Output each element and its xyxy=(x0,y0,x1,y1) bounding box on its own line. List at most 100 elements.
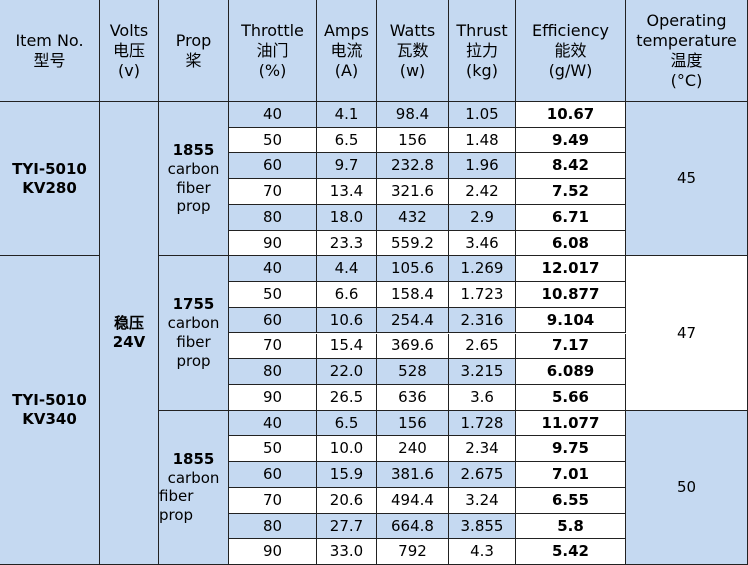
data-cell: 70 xyxy=(229,333,317,360)
cell-text: 油门 xyxy=(256,40,289,60)
data-cell: 381.6 xyxy=(377,462,449,488)
cell-text: 156 xyxy=(398,130,427,149)
efficiency-cell: 10.877 xyxy=(516,282,626,308)
data-cell: 369.6 xyxy=(377,333,449,360)
cell-text: 桨 xyxy=(185,50,202,70)
cell-text: 45 xyxy=(676,169,697,188)
cell-text: prop xyxy=(176,197,211,216)
cell-text: 1.48 xyxy=(465,130,499,149)
cell-text: fiber xyxy=(176,332,211,351)
data-cell: 1.728 xyxy=(449,410,516,437)
cell-text: Throttle xyxy=(241,20,304,40)
cell-text: 2.42 xyxy=(465,182,499,201)
data-cell: 90 xyxy=(229,384,317,411)
data-cell: 1.269 xyxy=(449,256,516,283)
efficiency-cell: 11.077 xyxy=(516,410,626,437)
cell-text: 1855 xyxy=(172,449,215,468)
cell-text: 40 xyxy=(262,413,283,432)
data-cell: 4.1 xyxy=(317,102,377,128)
cell-text: 5.66 xyxy=(551,387,589,406)
efficiency-cell: 7.01 xyxy=(516,462,626,488)
cell-text: 电压 xyxy=(112,40,145,60)
efficiency-cell: 5.42 xyxy=(516,539,626,565)
data-cell: 22.0 xyxy=(317,359,377,385)
cell-text: 636 xyxy=(398,387,427,406)
data-cell: 3.855 xyxy=(449,513,516,540)
cell-text: 50 xyxy=(262,285,283,304)
cell-text: 6.08 xyxy=(551,233,589,252)
cell-text: 254.4 xyxy=(391,310,434,329)
data-cell: 90 xyxy=(229,539,317,565)
cell-text: 瓦数 xyxy=(396,40,429,60)
cell-text: 6.5 xyxy=(334,130,359,149)
header-cell: Item No. 型号 xyxy=(0,0,100,102)
data-cell: 10.6 xyxy=(317,307,377,334)
cell-text: 7.52 xyxy=(551,182,589,201)
cell-text: 60 xyxy=(262,465,283,484)
cell-text: 90 xyxy=(262,542,283,561)
cell-text: prop xyxy=(176,351,211,370)
data-cell: 6.5 xyxy=(317,127,377,154)
cell-text: 9.75 xyxy=(551,439,589,458)
cell-text: 50 xyxy=(676,477,697,496)
cell-text: 2.9 xyxy=(470,207,494,226)
data-cell: 10.0 xyxy=(317,436,377,463)
cell-text: 70 xyxy=(262,336,283,355)
data-cell: 80 xyxy=(229,204,317,231)
cell-text: 6.6 xyxy=(334,285,359,304)
temp-cell: 47 xyxy=(626,256,748,411)
cell-text: 432 xyxy=(398,207,427,226)
cell-text: 3.46 xyxy=(465,233,499,252)
cell-text: 158.4 xyxy=(391,285,434,304)
cell-text: 15.4 xyxy=(329,336,364,355)
prop-cell: 1855 carbon fiber prop xyxy=(159,102,229,257)
header-cell: Efficiency 能效 (g/W) xyxy=(516,0,626,102)
cell-text: 1755 xyxy=(172,295,215,314)
data-cell: 2.65 xyxy=(449,333,516,360)
cell-text: 6.089 xyxy=(546,362,595,381)
data-cell: 6.5 xyxy=(317,410,377,437)
data-cell: 80 xyxy=(229,359,317,385)
cell-text: Item No. xyxy=(15,30,84,50)
data-cell: 1.723 xyxy=(449,282,516,308)
cell-text: 6.5 xyxy=(334,413,359,432)
cell-text: (kg) xyxy=(466,60,498,80)
cell-text: fiber xyxy=(176,178,211,197)
data-cell: 98.4 xyxy=(377,102,449,128)
cell-text: 3.24 xyxy=(465,490,499,509)
efficiency-cell: 5.66 xyxy=(516,384,626,411)
cell-text: 60 xyxy=(262,156,283,175)
cell-text: 70 xyxy=(262,490,283,509)
cell-text: 1.728 xyxy=(460,413,504,432)
header-cell: Thrust 拉力 (kg) xyxy=(449,0,516,102)
data-cell: 9.7 xyxy=(317,153,377,180)
temp-cell: 45 xyxy=(626,102,748,257)
cell-text: Operating xyxy=(646,10,727,30)
data-cell: 18.0 xyxy=(317,204,377,231)
cell-text: (°C) xyxy=(670,70,703,90)
cell-text: 6.55 xyxy=(551,490,589,509)
cell-text: 2.316 xyxy=(460,310,504,329)
cell-text: 5.42 xyxy=(551,542,589,561)
cell-text: carbon xyxy=(167,468,220,487)
cell-text: 90 xyxy=(262,387,283,406)
data-cell: 40 xyxy=(229,102,317,128)
cell-text: 50 xyxy=(262,439,283,458)
cell-text: 能效 xyxy=(554,40,587,60)
data-cell: 156 xyxy=(377,410,449,437)
data-cell: 105.6 xyxy=(377,256,449,283)
data-cell: 1.96 xyxy=(449,153,516,180)
volts-cell: 稳压 24V xyxy=(100,102,159,565)
data-cell: 23.3 xyxy=(317,230,377,257)
data-cell: 15.4 xyxy=(317,333,377,360)
cell-text: 7.01 xyxy=(551,465,589,484)
header-cell: Throttle 油门 (%) xyxy=(229,0,317,102)
data-cell: 3.24 xyxy=(449,487,516,514)
cell-text: 2.675 xyxy=(460,465,504,484)
cell-text: 10.6 xyxy=(329,310,364,329)
cell-text: 10.0 xyxy=(329,439,364,458)
efficiency-cell: 6.55 xyxy=(516,487,626,514)
data-cell: 40 xyxy=(229,410,317,437)
cell-text: 8.42 xyxy=(551,156,589,175)
